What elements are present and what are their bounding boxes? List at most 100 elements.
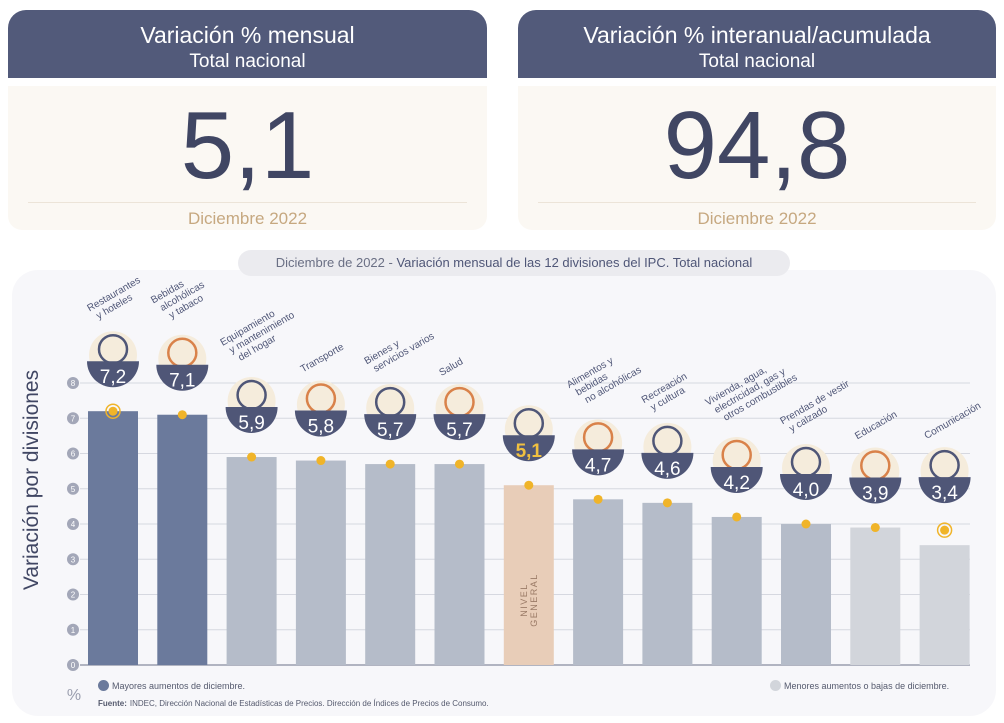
value-badge <box>641 452 694 479</box>
y-axis-label: Variación por divisiones <box>20 370 43 590</box>
y-tick-label: 4 <box>71 520 76 529</box>
value-dot <box>870 523 880 533</box>
monthly-card-body: 5,1 Diciembre 2022 <box>8 86 487 230</box>
value-dot <box>385 459 395 469</box>
value-badge <box>780 474 832 500</box>
y-tick-label: 8 <box>71 379 76 388</box>
y-tick-label: 6 <box>71 450 76 459</box>
annual-title: Variación % interanual/acumulada <box>583 22 931 48</box>
value-label: 5,1 <box>516 441 543 462</box>
value-badge <box>918 477 971 504</box>
value-label: 5,7 <box>446 420 472 441</box>
monthly-subtitle: Total nacional <box>189 51 306 72</box>
general-level-label: NIVELGENERAL <box>519 573 539 627</box>
value-badge <box>87 361 139 388</box>
value-badge <box>156 364 209 391</box>
y-tick-label: 2 <box>71 591 76 600</box>
category-label: Salud <box>438 356 466 378</box>
y-tick-label: 0 <box>71 661 76 670</box>
bar <box>365 464 416 665</box>
highlight-ring <box>105 403 121 419</box>
legend-low-label: Menores aumentos o bajas de diciembre. <box>784 680 950 691</box>
value-badge <box>849 477 902 504</box>
value-label: 5,7 <box>377 420 403 441</box>
value-dot <box>316 456 326 466</box>
category-label-line: Educación <box>853 409 899 442</box>
bar <box>711 516 762 665</box>
annual-card-body: 94,8 Diciembre 2022 <box>518 86 996 230</box>
annual-value: 94,8 <box>663 92 851 199</box>
value-badge <box>225 407 278 434</box>
y-tick-marker <box>67 377 79 389</box>
category-label-line: Salud <box>438 356 466 378</box>
monthly-value: 5,1 <box>180 92 315 199</box>
bar <box>226 457 277 665</box>
value-label: 7,2 <box>100 367 126 388</box>
y-tick-label: 3 <box>71 555 76 564</box>
value-dot <box>524 480 534 490</box>
bar <box>919 545 970 665</box>
bar <box>434 464 485 665</box>
value-badge <box>364 414 417 441</box>
y-tick-label: 7 <box>71 414 76 423</box>
bar <box>781 524 831 665</box>
value-dot <box>801 519 811 529</box>
value-label: 7,1 <box>169 371 195 392</box>
bar <box>295 460 346 665</box>
bar <box>88 411 138 665</box>
value-dot <box>732 512 742 522</box>
bar <box>573 499 624 665</box>
category-label: Educación <box>853 409 899 442</box>
category-label: Bebidasalcohólicasy tabaco <box>149 270 212 325</box>
value-badge <box>294 410 347 437</box>
chart-title-date: Diciembre de 2022 <box>275 255 385 270</box>
annual-subtitle: Total nacional <box>698 51 816 72</box>
y-tick-marker <box>67 447 79 460</box>
legend-high: Mayores aumentos de diciembre. <box>98 680 245 691</box>
y-tick-marker <box>67 482 79 495</box>
value-dot <box>247 452 257 462</box>
y-tick-label: 5 <box>71 485 76 494</box>
chart-title: Diciembre de 2022 - Variación mensual de… <box>238 250 790 276</box>
value-label: 4,0 <box>793 480 819 501</box>
value-dot <box>662 498 672 508</box>
value-label: 3,4 <box>931 483 958 504</box>
chart-title-text: Variación mensual de las 12 divisiones d… <box>396 255 753 270</box>
category-label: Recreacióny cultura <box>640 371 695 415</box>
value-badge <box>433 414 486 441</box>
category-label-line: Transporte <box>299 341 346 375</box>
value-dot <box>593 494 603 504</box>
value-dot <box>177 410 187 420</box>
value-label: 5,9 <box>238 413 264 434</box>
legend-low: Menores aumentos o bajas de diciembre. <box>770 680 949 691</box>
value-label: 4,6 <box>654 459 680 480</box>
source-text: INDEC, Dirección Nacional de Estadística… <box>129 699 489 708</box>
value-label: 5,8 <box>308 417 334 438</box>
category-label: Bienes yservicios varios <box>363 321 437 376</box>
bar <box>503 485 554 665</box>
monthly-card-header: Variación % mensual Total nacional <box>8 10 487 78</box>
category-label: Restaurantesy hoteles <box>86 275 149 324</box>
bar <box>642 502 693 665</box>
y-tick-marker <box>67 588 79 601</box>
y-axis-unit: % <box>67 687 81 704</box>
value-badge <box>502 435 555 462</box>
value-badge <box>710 466 763 493</box>
source-label: Fuente: <box>98 699 127 708</box>
legend-low-swatch <box>770 680 781 691</box>
monthly-title: Variación % mensual <box>140 22 355 48</box>
value-label: 4,7 <box>585 455 611 476</box>
annual-card-header: Variación % interanual/acumulada Total n… <box>518 10 996 78</box>
value-dot <box>108 406 118 416</box>
category-label: Transporte <box>299 341 346 375</box>
y-tick-marker <box>67 412 79 425</box>
value-label: 3,9 <box>862 484 888 505</box>
y-tick-label: 1 <box>71 626 76 635</box>
legend-high-swatch <box>98 680 109 691</box>
chart-title-sep: - <box>384 255 397 270</box>
y-tick-marker <box>67 659 79 671</box>
value-badge <box>572 449 625 476</box>
value-dot <box>455 459 464 469</box>
highlight-ring <box>936 522 953 538</box>
